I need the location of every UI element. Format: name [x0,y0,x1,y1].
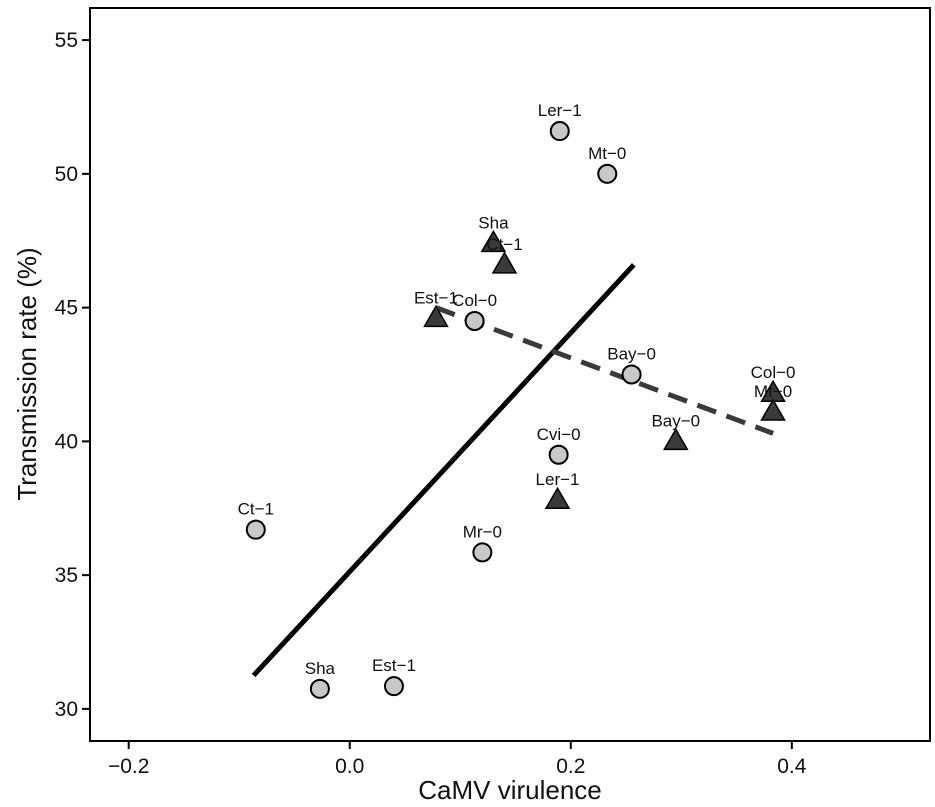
y-tick-label: 50 [55,163,78,186]
point-label: Bay−0 [651,411,700,430]
triangle-point [544,486,571,509]
circle-point [464,310,485,331]
triangle-point [480,229,507,253]
point-label: Ler−1 [536,470,580,489]
point-label: Ler−1 [538,101,582,120]
circle-point [245,519,266,540]
point-label: Est−1 [372,656,416,675]
x-tick-label: 0.0 [335,755,364,778]
point-label: Mt−0 [754,382,792,401]
x-axis: −0.2 0.0 0.2 0.4 [108,741,807,778]
circle-point [621,364,642,385]
point-label: Col−0 [452,291,497,310]
y-tick-label: 55 [55,29,78,52]
circle-point [597,163,618,184]
point-label: Ct−1 [486,235,522,254]
y-tick-label: 40 [55,430,78,453]
point-label: Cvi−0 [537,425,581,444]
triangle-point [491,251,518,274]
circle-point [548,444,569,465]
point-label: Sha [305,659,336,678]
triangle-point [662,427,689,451]
circle-point [383,676,404,697]
circle-point [549,121,570,142]
y-axis: 30 35 40 45 50 55 [55,29,90,721]
circle-point [309,678,330,699]
point-label: Mt−0 [588,144,626,163]
y-tick-label: 35 [55,564,78,587]
point-label: Bay−0 [607,345,656,364]
x-axis-title: CaMV virulence [418,775,602,805]
x-tick-label: −0.2 [108,755,149,778]
plot-panel [89,7,931,742]
point-label: Mr−0 [463,522,502,541]
trend-lines [251,263,774,678]
point-label: Col−0 [751,363,796,382]
triangle-point [423,304,449,328]
y-tick-label: 45 [55,297,78,320]
circle-point [472,542,493,563]
data-points [245,121,786,699]
point-label: Est−1 [414,288,458,307]
triangle-point [760,398,786,421]
point-label: Sha [478,213,509,232]
y-axis-title: Transmission rate (%) [12,247,42,500]
y-tick-label: 30 [55,698,78,721]
x-tick-label: 0.2 [556,755,585,778]
trend-line-solid [251,263,636,678]
point-label: Ct−1 [238,500,274,519]
x-tick-label: 0.4 [777,755,807,778]
